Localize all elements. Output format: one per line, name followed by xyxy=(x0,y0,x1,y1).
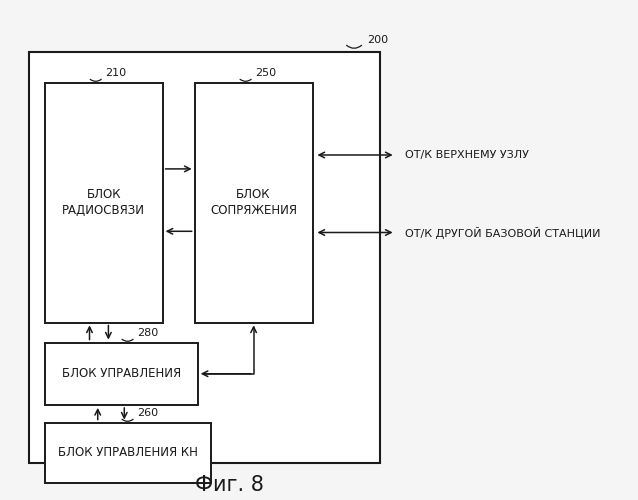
Text: БЛОК УПРАВЛЕНИЯ: БЛОК УПРАВЛЕНИЯ xyxy=(62,367,181,380)
Text: 260: 260 xyxy=(137,408,158,418)
Text: 250: 250 xyxy=(255,68,276,78)
Bar xyxy=(45,82,163,322)
Text: 210: 210 xyxy=(105,68,126,78)
Bar xyxy=(29,52,380,463)
Text: ОТ/К ДРУГОЙ БАЗОВОЙ СТАНЦИИ: ОТ/К ДРУГОЙ БАЗОВОЙ СТАНЦИИ xyxy=(405,226,600,238)
Text: БЛОК
СОПРЯЖЕНИЯ: БЛОК СОПРЯЖЕНИЯ xyxy=(210,188,297,216)
Bar xyxy=(45,342,198,405)
Bar xyxy=(45,422,211,482)
Text: Фиг. 8: Фиг. 8 xyxy=(195,475,264,495)
Text: 200: 200 xyxy=(367,35,388,45)
Text: ОТ/К ВЕРХНЕМУ УЗЛУ: ОТ/К ВЕРХНЕМУ УЗЛУ xyxy=(405,150,529,160)
Text: БЛОК
РАДИОСВЯЗИ: БЛОК РАДИОСВЯЗИ xyxy=(62,188,145,216)
Text: 280: 280 xyxy=(137,328,158,338)
Text: БЛОК УПРАВЛЕНИЯ КН: БЛОК УПРАВЛЕНИЯ КН xyxy=(57,446,198,459)
Bar xyxy=(195,82,313,322)
